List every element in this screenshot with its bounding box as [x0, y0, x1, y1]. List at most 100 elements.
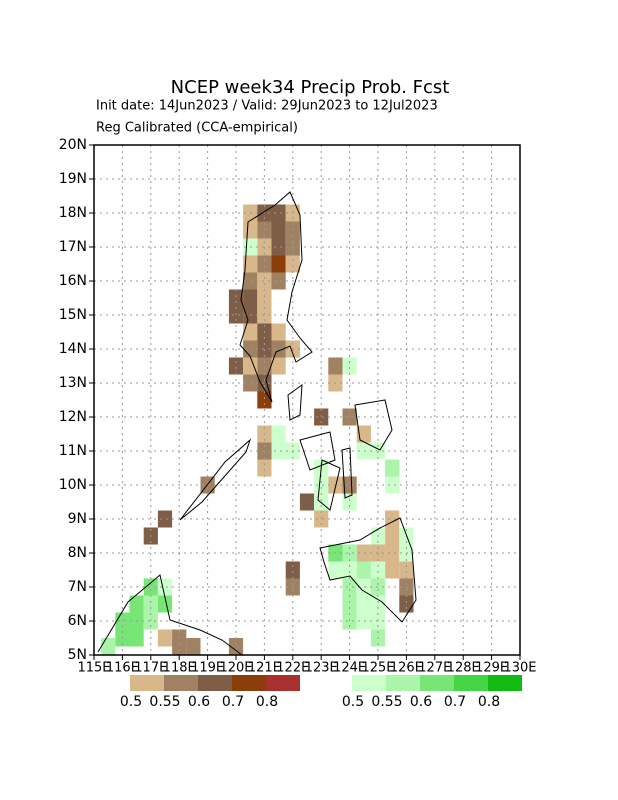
- coast-mindanao: [319, 517, 417, 623]
- grid: 115E116E117E118E119E120E121E122E123E124E…: [59, 137, 537, 676]
- x-tick-label: 115E: [77, 661, 110, 676]
- subtitle: Init date: 14Jun2023 / Valid: 29Jun2023 …: [96, 99, 438, 114]
- grid-cell: [342, 561, 357, 579]
- grid-cell: [342, 578, 357, 596]
- grid-cell: [257, 272, 272, 290]
- x-tick-label: 128E: [447, 661, 480, 676]
- grid-cell: [356, 442, 371, 460]
- grid-cell: [271, 255, 286, 273]
- legend-swatch: [198, 675, 232, 691]
- coastline: [97, 191, 417, 656]
- y-tick-label: 20N: [59, 137, 87, 153]
- y-tick-label: 17N: [59, 239, 87, 255]
- grid-cell: [157, 629, 173, 647]
- legend: 0.5 0.55 0.6 0.7 0.8 0.5 0.55 0.6 0.7 0.8: [120, 675, 522, 710]
- grid-cell: [257, 255, 272, 273]
- grid-cell: [101, 638, 116, 655]
- grid-cell: [172, 638, 187, 655]
- grid-cell: [385, 527, 400, 545]
- grid-cell: [271, 204, 286, 222]
- grid-cell: [157, 510, 173, 528]
- y-tick-label: 10N: [59, 477, 87, 493]
- y-tick-label: 19N: [59, 171, 87, 187]
- x-tick-label: 124E: [333, 661, 366, 676]
- x-tick-label: 119E: [191, 661, 224, 676]
- grid-cell: [228, 289, 244, 307]
- grid-cell: [356, 595, 371, 613]
- grid-cell: [243, 255, 258, 273]
- legend-label: 0.6: [188, 694, 210, 710]
- coast-panay: [299, 431, 336, 471]
- y-tick-label: 15N: [59, 307, 87, 323]
- grid-cell: [370, 595, 386, 613]
- grid-cell: [243, 357, 258, 375]
- grid-cell: [243, 289, 258, 307]
- x-tick-label: 122E: [276, 661, 309, 676]
- y-tick-label: 5N: [68, 647, 87, 663]
- x-tick-label: 116E: [106, 661, 139, 676]
- grid-cell: [257, 289, 272, 307]
- legend-swatch: [164, 675, 198, 691]
- coast-palawan: [179, 438, 252, 521]
- grid-cell: [271, 238, 286, 256]
- chart-title: NCEP week34 Precip Prob. Fcst: [171, 77, 450, 98]
- grid-cell: [228, 638, 244, 655]
- cells: [101, 204, 414, 655]
- y-tick-label: 6N: [68, 613, 87, 629]
- grid-cell: [328, 561, 343, 579]
- y-tick-label: 11N: [59, 443, 87, 459]
- grid-cell: [271, 323, 286, 341]
- grid-cell: [385, 561, 400, 579]
- grid-cell: [257, 459, 272, 477]
- x-tick-label: 127E: [418, 661, 451, 676]
- legend-label: 0.55: [371, 694, 402, 710]
- legend-label: 0.5: [120, 694, 142, 710]
- grid-cell: [342, 357, 357, 375]
- grid-cell: [228, 357, 244, 375]
- grid-cell: [356, 544, 371, 562]
- annotation: Reg Calibrated (CCA-empirical): [96, 121, 298, 136]
- y-tick-label: 18N: [59, 205, 87, 221]
- legend-swatch: [352, 675, 386, 691]
- grid-cell: [243, 323, 258, 341]
- grid-cell: [271, 442, 286, 460]
- y-tick-label: 14N: [59, 341, 87, 357]
- grid-cell: [370, 561, 386, 579]
- grid-cell: [285, 255, 300, 273]
- legend-swatch: [386, 675, 420, 691]
- grid-cell: [314, 476, 329, 494]
- grid-cell: [271, 357, 286, 375]
- x-tick-label: 126E: [390, 661, 423, 676]
- grid-cell: [243, 221, 258, 239]
- grid-cell: [356, 578, 371, 596]
- coast-mindoro: [287, 383, 303, 421]
- x-tick-label: 120E: [219, 661, 252, 676]
- legend-label: 0.55: [149, 694, 180, 710]
- legend-swatch: [266, 675, 300, 691]
- x-tick-label: 118E: [163, 661, 196, 676]
- grid-cell: [328, 357, 343, 375]
- legend-label: 0.7: [222, 694, 244, 710]
- legend-swatch: [420, 675, 454, 691]
- plot-frame: [93, 144, 521, 656]
- grid-cell: [385, 459, 400, 477]
- x-tick-label: 130E: [503, 661, 536, 676]
- grid-cell: [143, 595, 158, 613]
- y-tick-label: 8N: [68, 545, 87, 561]
- coast-negros: [317, 459, 341, 511]
- grid-cell: [385, 476, 400, 494]
- coast-cebu: [341, 447, 353, 499]
- legend-label: 0.8: [256, 694, 278, 710]
- grid-cell: [271, 272, 286, 290]
- y-tick-label: 16N: [59, 273, 87, 289]
- x-tick-label: 117E: [134, 661, 167, 676]
- grid-cell: [299, 493, 315, 511]
- grid-cell: [399, 595, 414, 613]
- y-tick-label: 7N: [68, 579, 87, 595]
- y-tick-label: 9N: [68, 511, 87, 527]
- grid-cell: [285, 561, 300, 579]
- x-tick-label: 121E: [248, 661, 281, 676]
- legend-label: 0.7: [444, 694, 466, 710]
- grid-cell: [314, 493, 329, 511]
